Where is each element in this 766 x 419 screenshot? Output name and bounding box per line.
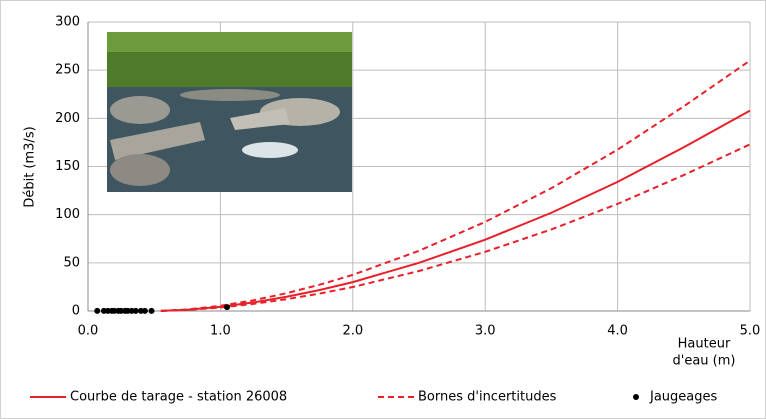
x-tick-label: 2.0 [342, 324, 363, 339]
x-tick-label: 4.0 [607, 324, 628, 339]
photo-rock [110, 122, 205, 160]
data-point [224, 304, 231, 311]
y-tick-label: 100 [55, 207, 80, 222]
legend-swatch [633, 394, 639, 400]
y-tick-label: 150 [55, 159, 80, 174]
photo-rock [110, 96, 170, 124]
x-axis-label: Hauteur [678, 337, 731, 352]
photo-vegetation [107, 32, 352, 52]
photo-rock [110, 154, 170, 186]
photo-rock [230, 108, 290, 130]
data-point [148, 307, 155, 314]
y-tick-label: 0 [72, 304, 80, 319]
x-tick-label: 1.0 [210, 324, 231, 339]
data-point [141, 307, 148, 314]
y-tick-label: 250 [55, 63, 80, 78]
y-tick-label: 200 [55, 111, 80, 126]
legend-label: Bornes d'incertitudes [418, 390, 557, 405]
legend-label: Jaugeages [649, 390, 718, 405]
y-tick-label: 50 [63, 255, 80, 270]
data-point [132, 307, 139, 314]
y-tick-label: 300 [55, 15, 80, 30]
inset-photo [107, 32, 352, 192]
legend-label: Courbe de tarage - station 26008 [70, 390, 287, 405]
x-tick-label: 3.0 [475, 324, 496, 339]
series-line [160, 59, 751, 312]
series-line [160, 143, 751, 312]
x-tick-label: 5.0 [740, 324, 761, 339]
y-axis-label: Débit (m3/s) [23, 126, 38, 207]
photo-water [242, 142, 298, 158]
x-tick-label: 0.0 [78, 324, 99, 339]
data-point [94, 307, 101, 314]
photo-rock [180, 89, 280, 101]
series-line [160, 109, 751, 312]
x-axis-label: d'eau (m) [673, 354, 736, 369]
